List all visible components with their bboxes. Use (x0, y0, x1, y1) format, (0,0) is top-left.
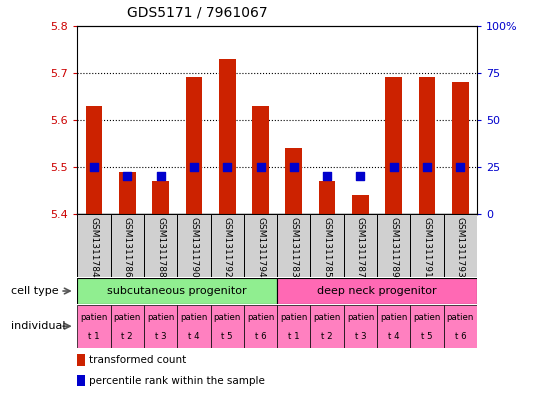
Bar (219, 59, 236, 214)
Text: transformed count: transformed count (90, 355, 187, 365)
Bar (86, 106, 102, 214)
Text: patien: patien (80, 313, 108, 322)
Bar (185, 77, 202, 214)
Point (156, 173, 165, 180)
Text: GSM1311786: GSM1311786 (123, 217, 132, 277)
Bar (111, 305, 144, 348)
Text: patien: patien (313, 313, 341, 322)
Bar (152, 181, 169, 214)
Bar (310, 214, 344, 277)
Text: cell type: cell type (11, 286, 58, 296)
Text: patien: patien (114, 313, 141, 322)
Bar (443, 305, 477, 348)
Bar (244, 214, 277, 277)
Bar (277, 278, 477, 304)
Text: patien: patien (247, 313, 274, 322)
Point (256, 164, 265, 170)
Bar (77, 278, 277, 304)
Text: t 6: t 6 (455, 332, 466, 342)
Text: individual: individual (11, 321, 65, 331)
Point (323, 173, 332, 180)
Bar (144, 214, 177, 277)
Bar (252, 106, 269, 214)
Bar (77, 305, 111, 348)
Text: GSM1311784: GSM1311784 (90, 217, 99, 277)
Point (356, 173, 365, 180)
Bar (286, 148, 302, 214)
Text: GSM1311793: GSM1311793 (456, 217, 465, 277)
Bar (310, 305, 344, 348)
Text: GSM1311791: GSM1311791 (423, 217, 432, 277)
Text: patien: patien (414, 313, 441, 322)
Bar (177, 214, 211, 277)
Text: patien: patien (147, 313, 174, 322)
Bar (144, 305, 177, 348)
Text: patien: patien (280, 313, 308, 322)
Text: GSM1311789: GSM1311789 (389, 217, 398, 277)
Bar (211, 214, 244, 277)
Bar (377, 305, 410, 348)
Bar (277, 305, 310, 348)
Point (423, 164, 431, 170)
Text: GSM1311788: GSM1311788 (156, 217, 165, 277)
Text: subcutaneous progenitor: subcutaneous progenitor (108, 286, 247, 296)
Bar (111, 214, 144, 277)
Text: t 1: t 1 (88, 332, 100, 342)
Point (90, 164, 98, 170)
Point (390, 164, 398, 170)
Text: t 1: t 1 (288, 332, 300, 342)
Text: GSM1311783: GSM1311783 (289, 217, 298, 277)
Point (223, 164, 231, 170)
Bar (244, 305, 277, 348)
Text: t 4: t 4 (188, 332, 200, 342)
Bar (77, 354, 85, 365)
Text: t 3: t 3 (354, 332, 366, 342)
Text: deep neck progenitor: deep neck progenitor (317, 286, 437, 296)
Text: GSM1311787: GSM1311787 (356, 217, 365, 277)
Text: GSM1311794: GSM1311794 (256, 217, 265, 277)
Bar (177, 305, 211, 348)
Text: patien: patien (447, 313, 474, 322)
Bar (385, 77, 402, 214)
Bar (352, 195, 369, 214)
Bar (119, 172, 135, 214)
Bar (344, 305, 377, 348)
Bar (344, 214, 377, 277)
Bar (410, 214, 443, 277)
Text: GSM1311790: GSM1311790 (189, 217, 198, 277)
Bar (77, 375, 85, 386)
Bar (277, 214, 310, 277)
Bar (419, 77, 435, 214)
Bar (410, 305, 443, 348)
Point (190, 164, 198, 170)
Bar (377, 214, 410, 277)
Text: patien: patien (380, 313, 407, 322)
Text: GSM1311785: GSM1311785 (322, 217, 332, 277)
Text: percentile rank within the sample: percentile rank within the sample (90, 376, 265, 386)
Text: GDS5171 / 7961067: GDS5171 / 7961067 (127, 6, 268, 20)
Text: t 3: t 3 (155, 332, 166, 342)
Text: patien: patien (347, 313, 374, 322)
Text: t 6: t 6 (255, 332, 266, 342)
Bar (443, 214, 477, 277)
Point (123, 173, 132, 180)
Bar (77, 214, 111, 277)
Text: t 4: t 4 (388, 332, 400, 342)
Point (289, 164, 298, 170)
Text: t 5: t 5 (221, 332, 233, 342)
Bar (452, 82, 469, 214)
Text: t 5: t 5 (421, 332, 433, 342)
Text: t 2: t 2 (122, 332, 133, 342)
Text: patien: patien (180, 313, 207, 322)
Text: GSM1311792: GSM1311792 (223, 217, 232, 277)
Bar (319, 181, 335, 214)
Text: t 2: t 2 (321, 332, 333, 342)
Bar (211, 305, 244, 348)
Point (456, 164, 465, 170)
Text: patien: patien (214, 313, 241, 322)
